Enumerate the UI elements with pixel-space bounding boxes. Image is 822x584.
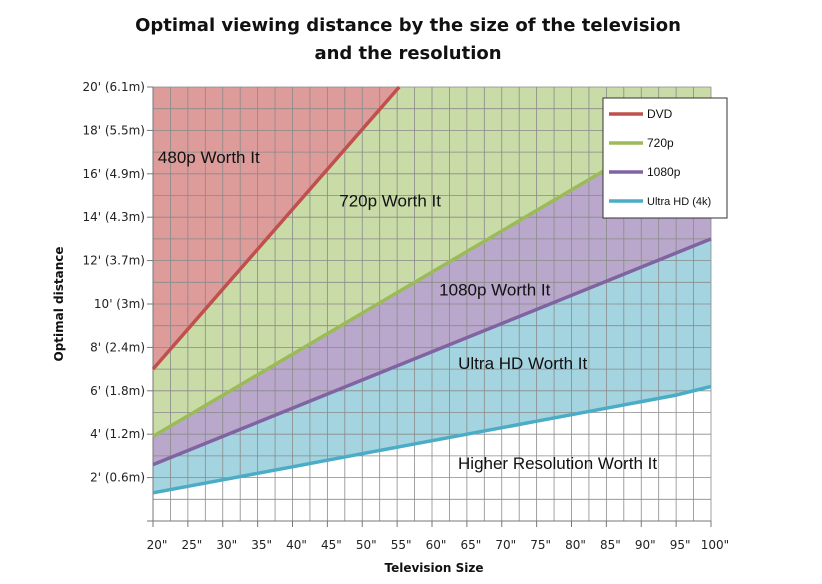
y-tick-label: 12' (3.7m) <box>82 254 145 268</box>
y-tick-label: 2' (0.6m) <box>90 471 145 485</box>
y-tick-label: 8' (2.4m) <box>90 340 145 354</box>
y-tick-label: 6' (1.8m) <box>90 384 145 398</box>
x-tick-label: 90" <box>635 538 656 552</box>
y-tick-label: 20' (6.1m) <box>82 80 145 94</box>
x-tick-label: 60" <box>426 538 447 552</box>
x-tick-label: 25" <box>181 538 202 552</box>
x-tick-label: 45" <box>321 538 342 552</box>
region-labels: 480p Worth It 720p Worth It 1080p Worth It… <box>158 148 657 473</box>
legend-entry: 1080p <box>647 165 681 179</box>
axes: 20" 25" 30" 35" 40" 45" 50" 55" 60" 65" 70" 75" 80" 8… <box>82 80 729 552</box>
legend-box <box>602 97 728 219</box>
y-tick-label: 16' (4.9m) <box>82 167 145 181</box>
x-tick-label: 65" <box>460 538 481 552</box>
chart-title-line-2: and the resolution <box>314 43 501 64</box>
region-label-3: 1080p Worth It <box>439 280 550 299</box>
y-tick-label: 4' (1.2m) <box>90 427 145 441</box>
x-tick-label: 30" <box>216 538 237 552</box>
x-tick-label: 85" <box>600 538 621 552</box>
legend-entry: 720p <box>647 136 674 150</box>
x-tick-label: 75" <box>530 538 551 552</box>
chart-title-line-1: Optimal viewing distance by the size of … <box>135 15 681 36</box>
series-line-4 <box>152 384 712 495</box>
x-axis-label: Television Size <box>384 561 483 575</box>
series-line-3 <box>152 237 712 467</box>
series-line-2 <box>152 165 611 438</box>
series-line-1 <box>151 85 401 371</box>
series-lines <box>151 85 712 495</box>
y-tick-label: 14' (4.3m) <box>82 210 145 224</box>
chart-title: Optimal viewing distance by the size of … <box>135 15 681 64</box>
x-tick-label: 35" <box>251 538 272 552</box>
x-tick-label: 40" <box>286 538 307 552</box>
x-tick-label: 20" <box>147 538 168 552</box>
region-label-5: Higher Resolution Worth It <box>458 454 657 473</box>
legend-entry: DVD <box>647 107 673 121</box>
x-tick-label: 100" <box>701 538 729 552</box>
y-tick-label: 18' (5.5m) <box>82 123 145 137</box>
region-label-1: 480p Worth It <box>158 148 260 167</box>
y-tick-label: 10' (3m) <box>94 297 145 311</box>
region-label-4: Ultra HD Worth It <box>458 354 587 373</box>
legend: DVD 720p 1080p Ultra HD (4k) <box>602 97 728 219</box>
x-tick-label: 80" <box>565 538 586 552</box>
x-tick-label: 55" <box>391 538 412 552</box>
legend-entry: Ultra HD (4k) <box>647 196 711 208</box>
x-tick-label: 95" <box>670 538 691 552</box>
x-tick-label: 70" <box>495 538 516 552</box>
x-tick-label: 50" <box>356 538 377 552</box>
region-label-2: 720p Worth It <box>339 191 441 210</box>
y-axis-label: Optimal distance <box>52 246 66 361</box>
